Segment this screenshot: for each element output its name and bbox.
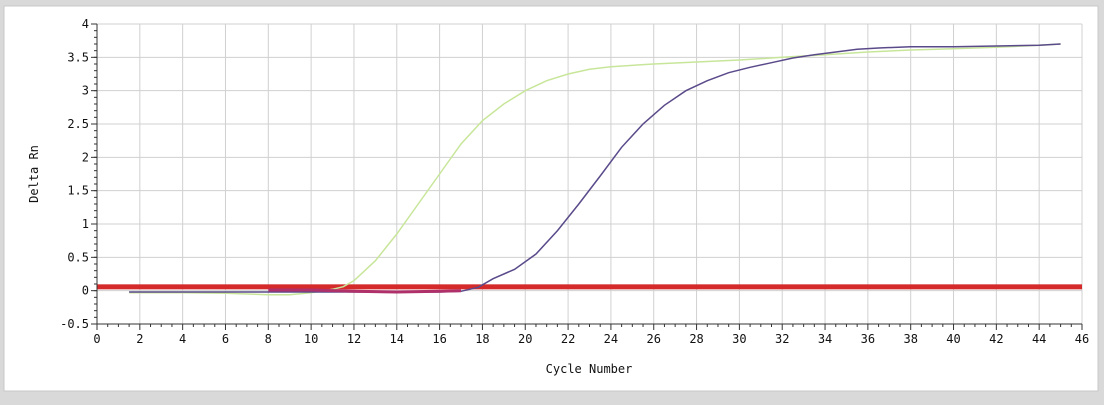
x-tick-label: 24 [604, 332, 618, 346]
threshold-line [97, 284, 1082, 290]
threshold-layer [97, 284, 1082, 290]
y-axis-label: Delta Rn [27, 145, 41, 203]
x-tick-label: 4 [179, 332, 186, 346]
x-axis-label: Cycle Number [546, 362, 633, 376]
y-tick-label: 4 [82, 17, 89, 31]
x-tick-label: 46 [1075, 332, 1089, 346]
x-tick-label: 8 [265, 332, 272, 346]
series-line-3 [268, 288, 462, 294]
y-tick-label: 2 [82, 150, 89, 164]
x-tick-label: 40 [946, 332, 960, 346]
x-tick-label: 38 [903, 332, 917, 346]
x-tick-label: 32 [775, 332, 789, 346]
x-tick-label: 22 [561, 332, 575, 346]
plot-area [97, 24, 1082, 324]
x-tick-label: 26 [647, 332, 661, 346]
y-tick-label: 1.5 [67, 184, 89, 198]
series-layer [129, 43, 1061, 296]
y-tick-label: 3.5 [67, 50, 89, 64]
x-tick-label: 2 [136, 332, 143, 346]
x-tick-label: 14 [390, 332, 404, 346]
x-tick-label: 30 [732, 332, 746, 346]
y-tick-label: 2.5 [67, 117, 89, 131]
x-tick-label: 44 [1032, 332, 1046, 346]
x-tick-label: 34 [818, 332, 832, 346]
y-tick-label: 3 [82, 84, 89, 98]
x-tick-label: 0 [93, 332, 100, 346]
x-tick-label: 16 [432, 332, 446, 346]
x-tick-label: 10 [304, 332, 318, 346]
x-tick-label: 18 [475, 332, 489, 346]
y-tick-label: 0.5 [67, 250, 89, 264]
axes [91, 23, 1083, 330]
x-tick-label: 36 [861, 332, 875, 346]
y-tick-label: 1 [82, 217, 89, 231]
x-tick-label: 28 [689, 332, 703, 346]
x-tick-label: 12 [347, 332, 361, 346]
x-tick-label: 42 [989, 332, 1003, 346]
x-tick-label: 20 [518, 332, 532, 346]
y-tick-label: -0.5 [60, 317, 89, 331]
tick-labels: 0 2 4 6 8 10 12 14 16 18 20 22 24 26 28 30 32 34 36 38 40 42 4… [60, 17, 1089, 346]
x-tick-label: 6 [222, 332, 229, 346]
y-tick-label: 0 [82, 284, 89, 298]
